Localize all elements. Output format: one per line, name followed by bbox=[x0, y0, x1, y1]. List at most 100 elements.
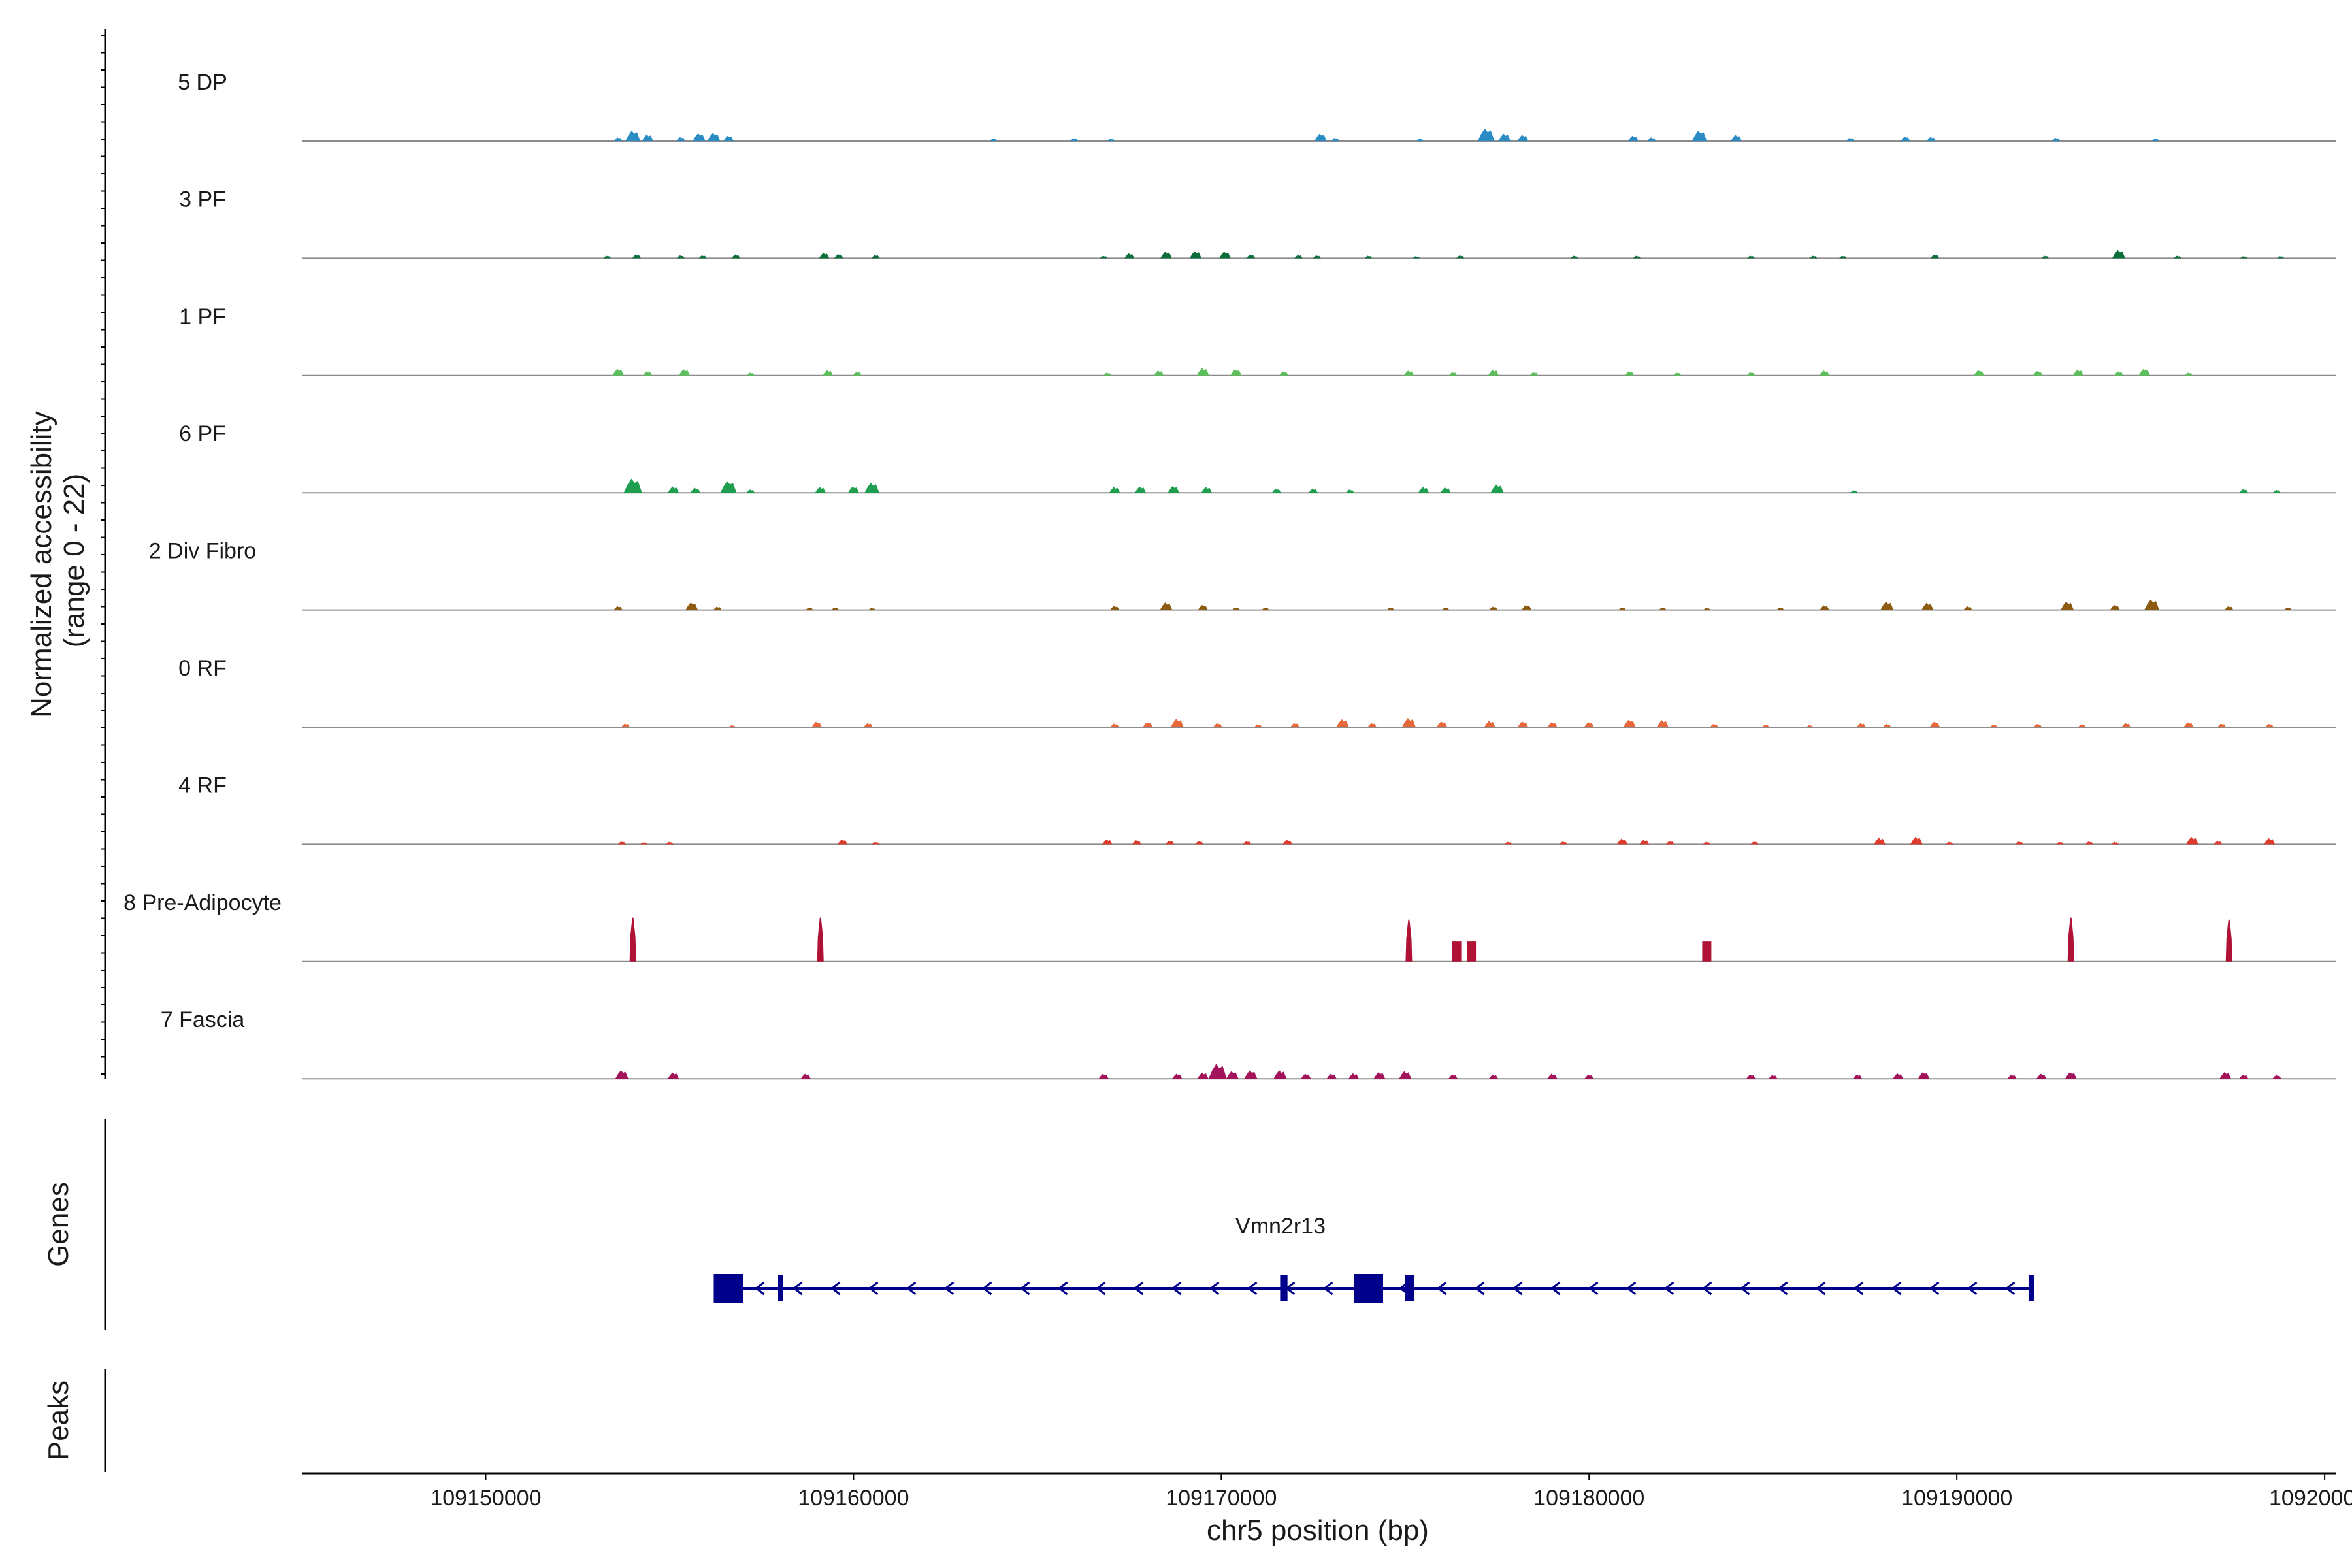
coverage-peak bbox=[1440, 487, 1451, 493]
track-label: 5 DP bbox=[178, 70, 227, 95]
coverage-peak bbox=[1134, 486, 1146, 493]
coverage-peak bbox=[1208, 1064, 1227, 1079]
coverage-peak bbox=[1498, 133, 1511, 141]
coverage-peak bbox=[1301, 1073, 1311, 1079]
coverage-peak bbox=[1477, 128, 1495, 141]
coverage-peak bbox=[1367, 723, 1377, 727]
coverage-peak bbox=[1623, 719, 1636, 727]
coverage-peak bbox=[1413, 256, 1420, 259]
coverage-peak bbox=[1254, 724, 1262, 727]
coverage-peak bbox=[1776, 607, 1784, 610]
gene-strand-arrow bbox=[868, 1281, 879, 1296]
coverage-peak bbox=[864, 482, 879, 493]
coverage-peak bbox=[1098, 1073, 1109, 1079]
coverage-peak bbox=[2041, 255, 2050, 259]
gene-strand-arrow bbox=[1322, 1281, 1333, 1296]
coverage-peak bbox=[720, 481, 737, 493]
coverage-peak bbox=[1521, 604, 1532, 610]
track-1-pf: 1 PF bbox=[179, 304, 2336, 376]
coverage-peak bbox=[1401, 717, 1416, 727]
gene-strand-arrow bbox=[906, 1281, 917, 1296]
coverage-peak bbox=[1882, 723, 1891, 727]
coverage-peak bbox=[1348, 1073, 1359, 1079]
coverage-peak bbox=[1196, 368, 1209, 376]
coverage-peak bbox=[811, 721, 823, 727]
coverage-peak bbox=[853, 372, 862, 376]
coverage-peak bbox=[1761, 725, 1770, 727]
coverage-peak bbox=[1226, 1071, 1239, 1079]
gene-strand-arrow bbox=[830, 1281, 841, 1296]
coverage-peak bbox=[678, 369, 690, 376]
coverage-peak bbox=[2138, 368, 2151, 376]
coverage-peak bbox=[1853, 1074, 1863, 1079]
coverage-peak bbox=[815, 487, 826, 493]
gene-model bbox=[713, 1274, 2034, 1303]
coverage-peak bbox=[1901, 136, 1910, 141]
coverage-peak bbox=[1195, 841, 1203, 845]
coverage-peak bbox=[2264, 838, 2276, 845]
track-label: 7 Fascia bbox=[161, 1007, 245, 1032]
coverage-peak bbox=[1547, 722, 1558, 727]
coverage-peak bbox=[1103, 372, 1111, 376]
coverage-peak bbox=[989, 139, 998, 141]
coverage-peak bbox=[1467, 941, 1477, 962]
coverage-peak bbox=[685, 602, 698, 610]
coverage-peak bbox=[1213, 723, 1222, 727]
coverage-peak bbox=[1893, 1073, 1904, 1079]
gene-exon bbox=[777, 1275, 783, 1301]
track-label: 0 RF bbox=[178, 656, 227, 681]
coverage-peak bbox=[872, 841, 879, 845]
coverage-peak bbox=[1219, 252, 1231, 259]
coverage-peak bbox=[1819, 370, 1830, 376]
coverage-peak bbox=[1880, 601, 1894, 610]
coverage-peak bbox=[1806, 725, 1814, 727]
coverage-peak bbox=[1143, 722, 1153, 727]
coverage-peak bbox=[1627, 135, 1639, 141]
coverage-peak bbox=[2272, 1075, 2281, 1079]
coverage-peak bbox=[676, 137, 685, 141]
coverage-peak bbox=[1201, 487, 1213, 493]
coverage-peak bbox=[2112, 250, 2125, 259]
gene-strand-arrow bbox=[1247, 1281, 1258, 1296]
gene-strand-arrow bbox=[1815, 1281, 1826, 1296]
gene-strand-arrow bbox=[1929, 1281, 1940, 1296]
coverage-peak bbox=[1282, 840, 1292, 845]
coverage-peak bbox=[1517, 135, 1529, 141]
gene-strand-arrow bbox=[1777, 1281, 1788, 1296]
coverage-peak bbox=[1820, 605, 1829, 610]
coverage-peak bbox=[2056, 841, 2064, 845]
gene-strand-arrow bbox=[981, 1281, 992, 1296]
coverage-peak bbox=[746, 372, 755, 376]
coverage-peak bbox=[1910, 836, 1923, 845]
coverage-peak bbox=[1659, 607, 1667, 610]
coverage-peak bbox=[831, 607, 840, 610]
coverage-peak bbox=[1102, 839, 1113, 845]
coverage-peak bbox=[1441, 607, 1450, 610]
track-label: 3 PF bbox=[179, 187, 226, 212]
coverage-peak bbox=[2033, 370, 2043, 376]
coverage-peak bbox=[640, 842, 648, 845]
coverage-peak bbox=[834, 254, 843, 259]
gene-strand-arrow bbox=[1853, 1281, 1864, 1296]
coverage-peak bbox=[1673, 372, 1682, 376]
coverage-peak bbox=[1198, 604, 1208, 610]
coverage-peak bbox=[2225, 606, 2234, 610]
coverage-peak bbox=[1172, 1073, 1183, 1079]
coverage-peak bbox=[1730, 135, 1742, 141]
coverage-peak bbox=[613, 137, 623, 141]
coverage-peak bbox=[603, 255, 612, 259]
coverage-peak bbox=[1946, 841, 1953, 845]
coverage-peak bbox=[1618, 607, 1626, 610]
coverage-peak bbox=[1974, 370, 1984, 376]
coverage-peak bbox=[642, 134, 653, 141]
track-7-fascia: 7 Fascia bbox=[161, 1007, 2336, 1080]
coverage-peak bbox=[863, 723, 873, 727]
coverage-peak bbox=[1448, 372, 1458, 376]
coverage-peak bbox=[1929, 721, 1940, 727]
coverage-peak bbox=[1313, 255, 1321, 259]
coverage-peak bbox=[1489, 606, 1498, 610]
coverage-peak bbox=[2051, 137, 2061, 141]
coverage-peak bbox=[731, 254, 740, 259]
coverage-peak bbox=[1168, 485, 1179, 493]
coverage-peak bbox=[806, 607, 813, 610]
